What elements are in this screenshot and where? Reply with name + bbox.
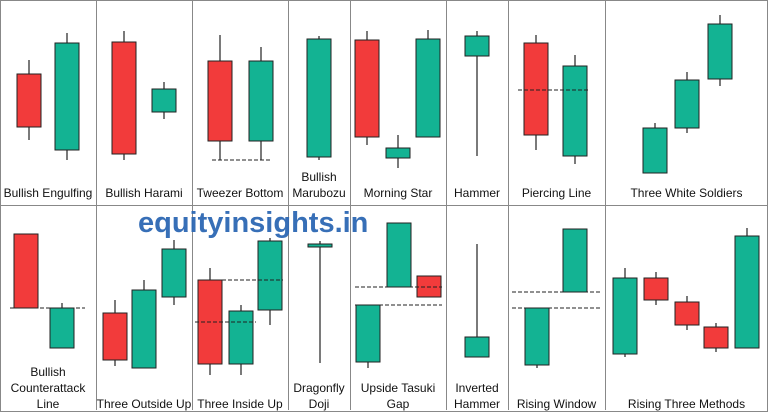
candle-body [13,233,39,309]
pattern-cell: Three White Soldiers [630,15,743,200]
pattern-cell: Morning Star [354,30,441,200]
pattern-label: Rising Window [517,397,597,411]
pattern-label: Hammer [454,186,500,200]
pattern-cell: Inverted Hammer [454,244,500,411]
pattern-label: Piercing Line [522,186,592,200]
pattern-cell: Rising Three Methods [612,228,760,411]
candle-body [674,301,700,326]
pattern-label: Upside Tasuki [361,381,435,395]
candle-body [707,23,733,80]
pattern-label: Three Inside Up [197,397,283,411]
candle-body [228,310,254,365]
pattern-cell: Bullish Engulfing [4,33,93,200]
pattern-cell: Dragonfly Doji [293,241,345,411]
candle-body [415,38,441,138]
pattern-label: Three Outside Up [97,397,192,411]
pattern-label: Bullish [301,170,336,184]
candle-body [523,42,549,136]
candle-body [248,60,274,142]
pattern-label: Bullish [30,365,65,379]
pattern-cell: Rising Window [512,228,600,411]
candle-body [643,277,669,301]
candle-body [151,88,177,113]
pattern-label: Bullish Engulfing [4,186,93,200]
candle-body [355,304,381,363]
candle-body [524,307,550,366]
candle-body [131,289,157,369]
pattern-cell: Piercing Line [518,35,592,200]
pattern-cell: Upside Tasuki Gap [355,222,442,411]
pattern-label: Bullish Harami [105,186,182,200]
pattern-label: Rising Three Methods [628,397,745,411]
candle-body [111,41,137,155]
pattern-label: Inverted [455,381,498,395]
candle-body [464,336,490,358]
pattern-label: Marubozu [292,186,345,200]
pattern-label: Hammer [454,397,500,411]
candle-body [16,73,42,128]
pattern-cell: Three Inside Up [195,238,283,411]
candle-body [734,235,760,349]
candle-body [386,222,412,288]
candle-body [161,248,187,298]
candle-body [674,79,700,129]
candle-body [257,240,283,311]
pattern-label: Tweezer Bottom [197,186,284,200]
candle-body [385,147,411,159]
candle-body [703,326,729,349]
pattern-cell: Bullish Marubozu [292,36,346,200]
pattern-label: Dragonfly [293,381,344,395]
pattern-label: Counterattack [11,381,87,395]
pattern-label: Gap [387,397,410,411]
candle-body [612,277,638,355]
candle-body [207,60,233,142]
pattern-label: Doji [309,397,330,411]
pattern-label: Three White Soldiers [630,186,742,200]
pattern-label: Morning Star [364,186,433,200]
pattern-cell: Bullish Harami [105,31,183,200]
pattern-cell: Three Outside Up [97,240,192,411]
pattern-cell: Bullish Counterattack Line [10,233,87,411]
watermark: equityinsights.in [138,207,368,239]
candle-body [307,243,333,248]
pattern-cell: Tweezer Bottom [197,35,284,200]
candle-body [354,39,380,138]
candle-body [306,38,332,158]
candle-body [642,127,668,174]
candle-body [54,42,80,151]
pattern-label: Line [37,397,60,411]
candle-body [49,307,75,349]
candle-body [102,312,128,361]
candle-body [562,228,588,293]
pattern-cell: Hammer [454,31,500,200]
candle-body [464,35,490,57]
candle-body [562,65,588,157]
